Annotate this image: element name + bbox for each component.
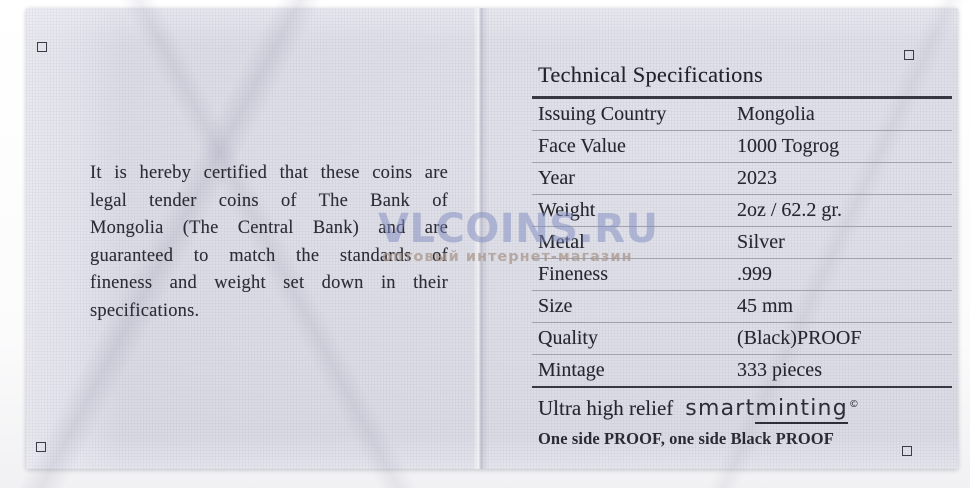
spec-value: 45 mm xyxy=(737,295,794,317)
certification-line: guaranteed to match the standards of xyxy=(90,243,448,271)
proof-footnote: One side PROOF, one side Black PROOF xyxy=(538,429,834,448)
spec-value: Silver xyxy=(737,231,785,253)
specs-table: Issuing Country Mongolia Face Value 1000… xyxy=(532,96,952,388)
spec-value: Mongolia xyxy=(737,103,815,125)
certification-line-text: legal tender coins of The Bank of xyxy=(90,190,448,211)
spec-label: Face Value xyxy=(538,135,626,157)
spec-label: Size xyxy=(538,295,573,317)
spec-row: Size 45 mm xyxy=(532,291,952,323)
certification-text: It is hereby certified that these coins … xyxy=(90,160,448,325)
spec-row: Fineness .999 xyxy=(532,259,952,291)
certification-line: fineness and weight set down in their xyxy=(90,270,448,298)
spec-label: Quality xyxy=(538,327,598,349)
spec-label: Metal xyxy=(538,231,585,253)
spec-label: Issuing Country xyxy=(538,103,667,125)
relief-line: Ultra high relief smartminting© xyxy=(532,396,952,424)
smartminting-logo-minting: minting xyxy=(755,396,848,424)
certification-line-text: specifications. xyxy=(90,300,200,321)
certification-line-text: fineness and weight set down in their xyxy=(90,273,448,293)
certification-line: Mongolia (The Central Bank) and are xyxy=(90,215,448,243)
registration-mark-top-left xyxy=(37,42,47,52)
certification-line: It is hereby certified that these coins … xyxy=(90,160,448,188)
spec-value: 1000 Togrog xyxy=(737,135,840,157)
certification-line: specifications. xyxy=(90,298,448,326)
relief-note: Ultra high relief xyxy=(538,396,674,420)
right-page: Technical Specifications Issuing Country… xyxy=(532,62,952,449)
spec-value: (Black)PROOF xyxy=(737,327,862,349)
spec-row: Mintage 333 pieces xyxy=(532,355,952,388)
registration-mark-top-right xyxy=(904,50,914,60)
spec-value: 2oz / 62.2 gr. xyxy=(737,199,842,221)
spec-label: Weight xyxy=(538,199,596,221)
certification-line-text: Mongolia (The Central Bank) and are xyxy=(90,218,448,238)
spec-label: Fineness xyxy=(538,263,608,285)
left-page: It is hereby certified that these coins … xyxy=(26,8,480,469)
spec-row: Quality (Black)PROOF xyxy=(532,323,952,355)
certification-line: legal tender coins of The Bank of xyxy=(90,188,448,216)
spec-row: Weight 2oz / 62.2 gr. xyxy=(532,195,952,227)
registration-mark-bottom-right xyxy=(902,446,912,456)
certification-line-text: guaranteed to match the standards of xyxy=(90,245,448,266)
spec-row: Face Value 1000 Togrog xyxy=(532,131,952,163)
smartminting-logo: smartminting© xyxy=(685,396,859,424)
spec-label: Year xyxy=(538,167,575,189)
certification-line-text: It is hereby certified that these coins … xyxy=(90,163,448,183)
spec-label: Mintage xyxy=(538,359,605,381)
spec-row: Year 2023 xyxy=(532,163,952,195)
spec-row: Metal Silver xyxy=(532,227,952,259)
spec-value: 2023 xyxy=(737,167,777,189)
spec-value: 333 pieces xyxy=(737,359,822,381)
specs-title: Technical Specifications xyxy=(538,62,764,87)
spec-value: .999 xyxy=(737,263,772,285)
copyright-mark: © xyxy=(848,398,859,410)
registration-mark-bottom-left xyxy=(36,442,46,452)
smartminting-logo-smart: smart xyxy=(685,396,756,421)
spec-row: Issuing Country Mongolia xyxy=(532,99,952,131)
